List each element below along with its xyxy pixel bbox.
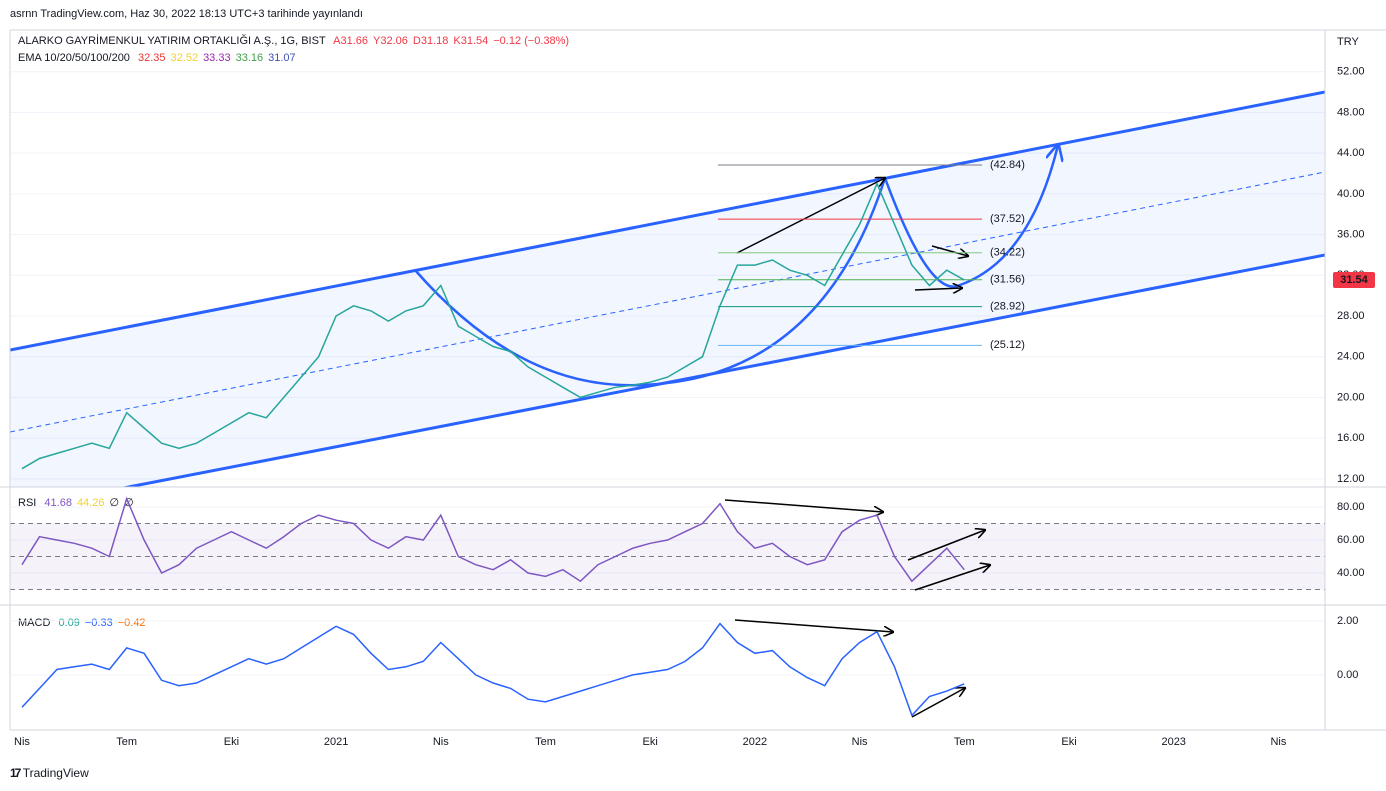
y-tick-label: 40.00	[1337, 567, 1365, 579]
macd-legend: MACD 0.09 −0.33 −0.42	[18, 617, 151, 629]
x-tick-label: Tem	[116, 736, 137, 748]
y-tick-label: 20.00	[1337, 391, 1365, 403]
fib-label: (37.52)	[990, 213, 1025, 225]
indicator-value: 33.16	[235, 52, 264, 64]
last-price: 31.54	[1340, 274, 1368, 286]
x-tick-label: Nis	[1270, 736, 1286, 748]
channel-upper	[10, 90, 1325, 352]
last-price-box	[1333, 271, 1375, 288]
wedge-arrow	[931, 245, 968, 256]
series-line	[21, 181, 965, 470]
footer-text: TradingView	[22, 766, 89, 780]
y-tick-label: 52.00	[1337, 66, 1365, 78]
trend-arrow	[736, 178, 885, 254]
channel-fill	[10, 92, 1325, 487]
symbol-title: ALARKO GAYRİMENKUL YATIRIM ORTAKLIĞI A.Ş…	[18, 35, 326, 47]
x-tick-label: Nis	[14, 736, 30, 748]
macd-arrow	[911, 688, 965, 718]
macd-title: MACD	[18, 617, 51, 629]
y-tick-label: 44.00	[1337, 147, 1365, 159]
y-tick-label: 48.00	[1337, 106, 1365, 118]
y-tick-label: 60.00	[1337, 534, 1365, 546]
quote-value: A31.66	[333, 35, 369, 47]
x-tick-label: Tem	[954, 736, 975, 748]
publish-info: asrnn TradingView.com, Haz 30, 2022 18:1…	[10, 8, 363, 20]
y-tick-label: 80.00	[1337, 501, 1365, 513]
indicator-value: 32.52	[170, 52, 199, 64]
x-tick-label: Nis	[852, 736, 868, 748]
y-tick-label: 2.00	[1337, 615, 1358, 627]
rsi-title: RSI	[18, 497, 37, 509]
series-line	[21, 496, 965, 583]
indicator-value: 31.07	[268, 52, 296, 64]
indicator-value: 44.26	[76, 497, 105, 509]
fib-label: (42.84)	[990, 159, 1025, 171]
x-tick-label: Nis	[433, 736, 449, 748]
footer-brand: 17 TradingView	[10, 766, 89, 780]
indicator-drawings	[724, 499, 990, 718]
quote-value: Y32.06	[373, 35, 408, 47]
currency: TRY	[1337, 36, 1359, 48]
y-tick-label: 16.00	[1337, 432, 1365, 444]
y-tick-label: 40.00	[1337, 188, 1365, 200]
y-tick-label: 36.00	[1337, 228, 1365, 240]
macd-arrow	[734, 619, 893, 632]
ema-title: EMA 10/20/50/100/200	[18, 52, 130, 64]
y-tick-label: 24.00	[1337, 351, 1365, 363]
fib-label: (34.22)	[990, 247, 1025, 259]
indicator-value: 41.68	[44, 497, 72, 509]
x-tick-label: Eki	[643, 736, 658, 748]
rsi-arrow	[914, 565, 990, 591]
x-tick-label: Tem	[535, 736, 556, 748]
series-line	[21, 622, 965, 717]
fib-label: (31.56)	[990, 274, 1025, 286]
y-tick-label: 28.00	[1337, 310, 1365, 322]
drawings	[10, 90, 1325, 487]
indicator-value: 0.09	[58, 617, 80, 629]
y-tick-label: 12.00	[1337, 473, 1365, 485]
x-tick-label: 2022	[743, 736, 767, 748]
x-tick-label: 2023	[1161, 736, 1185, 748]
quote-value: D31.18	[412, 35, 449, 47]
rsi-arrow	[724, 499, 883, 512]
quote: A31.66 Y32.06 D31.18 K31.54 −0.12 (−0.38%)	[333, 35, 574, 47]
ema-legend: EMA 10/20/50/100/200 32.35 32.52 33.33 33.1…	[18, 52, 301, 64]
indicator-value: −0.42	[117, 617, 146, 629]
cup-curve	[414, 177, 887, 387]
x-tick-label: Eki	[1061, 736, 1076, 748]
quote-value: K31.54	[453, 35, 489, 47]
indicator-value: ∅	[109, 497, 120, 509]
rsi-arrow	[907, 530, 985, 561]
indicator-value: 32.35	[138, 52, 166, 64]
quote-value: −0.12 (−0.38%)	[493, 35, 570, 47]
fib-label: (25.12)	[990, 339, 1025, 351]
indicator-value: 33.33	[203, 52, 231, 64]
x-tick-label: 2021	[324, 736, 348, 748]
wedge-arrow	[914, 288, 962, 290]
x-tick-label: Eki	[224, 736, 239, 748]
fib-label: (28.92)	[990, 301, 1025, 313]
price-legend: ALARKO GAYRİMENKUL YATIRIM ORTAKLIĞI A.Ş…	[18, 35, 579, 47]
y-tick-label: 0.00	[1337, 669, 1358, 681]
indicator-value: −0.33	[84, 617, 113, 629]
channel-mid	[10, 171, 1325, 433]
